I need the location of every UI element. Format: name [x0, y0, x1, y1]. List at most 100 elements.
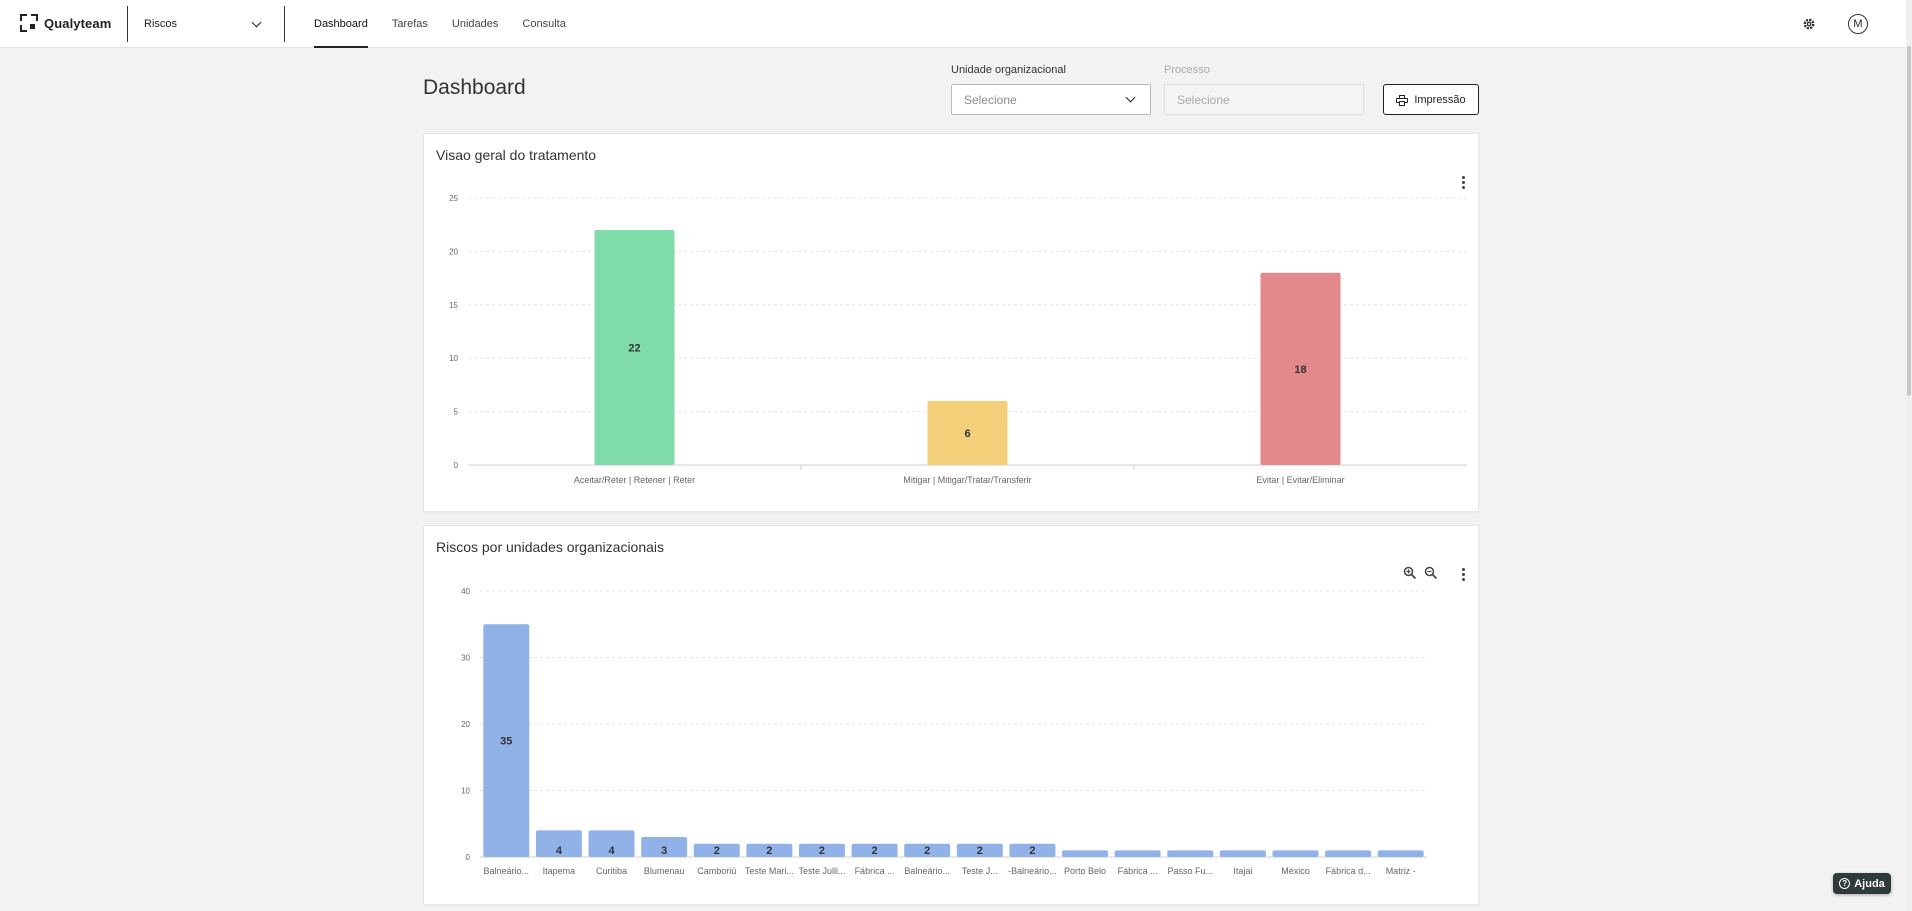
x-tick-label: Aceitar/Reter | Retener | Reter [574, 475, 695, 485]
help-label: Ajuda [1854, 877, 1885, 890]
zoom-in-icon[interactable] [1403, 566, 1417, 580]
bar-value-label: 3 [661, 845, 667, 857]
y-tick-label: 20 [461, 720, 470, 729]
x-tick-label: Itajai [1233, 866, 1252, 876]
bar [927, 400, 1008, 465]
print-button[interactable]: Impressão [1383, 84, 1479, 115]
brand-logo[interactable]: Qualyteam [20, 14, 111, 32]
x-tick-label: Fábrica ... [855, 866, 895, 876]
process-select-placeholder: Selecione [1177, 92, 1230, 107]
qualyteam-logo-icon [20, 14, 38, 32]
y-tick-label: 0 [454, 461, 459, 470]
y-tick-label: 15 [449, 301, 458, 310]
bar [956, 843, 1003, 857]
x-tick-label: Teste J... [962, 866, 998, 876]
x-tick-label: Evitar | Evitar/Eliminar [1256, 475, 1344, 485]
x-tick-label: Curitiba [596, 866, 627, 876]
x-tick-label: Mitigar | Mitigar/Tratar/Transferir [903, 475, 1031, 485]
chart-menu-icon[interactable] [1457, 174, 1469, 190]
bar [746, 843, 793, 857]
question-icon: ? [1839, 878, 1851, 889]
gear-icon[interactable] [1800, 15, 1818, 33]
y-tick-label: 0 [466, 853, 471, 862]
bar [798, 843, 845, 857]
bar-value-label: 2 [872, 845, 878, 857]
zoom-out-icon[interactable] [1424, 566, 1438, 580]
y-tick-label: 30 [461, 654, 470, 663]
y-tick-label: 10 [449, 354, 458, 363]
unit-select-placeholder: Selecione [964, 92, 1017, 107]
treatment-overview-card: Visao geral do tratamento 0 5 10 15 20 25 22 Ac… [423, 133, 1479, 512]
tab-tarefas[interactable]: Tarefas [391, 18, 428, 30]
x-tick-label: Fábrica ... [1118, 866, 1158, 876]
unit-select[interactable]: Selecione [951, 84, 1151, 115]
bar [1167, 850, 1214, 857]
tab-dashboard[interactable]: Dashboard [314, 0, 368, 48]
page-title: Dashboard [423, 76, 526, 99]
bar [1272, 850, 1319, 857]
bar [1377, 850, 1424, 857]
chevron-down-icon [251, 17, 262, 27]
bar [1009, 843, 1056, 857]
bar [535, 830, 582, 857]
process-field-label: Processo [1164, 64, 1210, 76]
bar [594, 230, 675, 465]
bar [1219, 850, 1266, 857]
risks-by-unit-chart: 0 10 20 30 40 35 Balneário... 4 Itapema 4 Curitiba… [461, 587, 1427, 876]
tab-consulta[interactable]: Consulta [522, 18, 566, 30]
x-tick-label: -Balneário... [1008, 866, 1057, 876]
bar [851, 843, 898, 857]
divider [127, 6, 128, 42]
bar-value-label: 4 [556, 845, 563, 857]
chart-title: Riscos por unidades organizacionais [436, 539, 665, 555]
y-tick-label: 10 [461, 787, 470, 796]
scrollbar-track[interactable] [1906, 0, 1912, 911]
x-tick-label: Balneário... [904, 866, 950, 876]
module-selector[interactable]: Riscos [144, 14, 264, 34]
x-tick-label: Porto Belo [1064, 866, 1106, 876]
bar-value-label: 6 [964, 428, 970, 440]
bar-value-label: 2 [1029, 845, 1035, 857]
x-tick-label: Blumenau [644, 866, 685, 876]
bar-value-label: 35 [500, 736, 512, 748]
y-tick-label: 40 [461, 587, 470, 596]
y-tick-label: 20 [449, 247, 458, 256]
scrollbar-thumb[interactable] [1907, 46, 1911, 396]
treatment-overview-chart: 0 5 10 15 20 25 22 Aceitar/Reter | Retener | Re… [449, 194, 1467, 485]
x-tick-label: Teste Mari... [745, 866, 794, 876]
bar [1062, 850, 1109, 857]
y-tick-label: 5 [454, 408, 459, 417]
print-button-label: Impressão [1414, 93, 1466, 106]
bar [1260, 272, 1341, 465]
x-tick-label: Matriz - [1386, 866, 1416, 876]
x-tick-label: Teste Julli... [798, 866, 845, 876]
bar-value-label: 2 [819, 845, 825, 857]
divider [284, 6, 285, 42]
bar-value-label: 2 [766, 845, 772, 857]
avatar[interactable]: M [1848, 14, 1868, 34]
bar-value-label: 22 [628, 343, 640, 355]
bar [483, 624, 530, 857]
brand-name: Qualyteam [44, 15, 112, 31]
x-tick-label: México [1281, 866, 1310, 876]
bar [588, 830, 635, 857]
bar [641, 837, 688, 857]
bar [1114, 850, 1161, 857]
main-nav: Dashboard Tarefas Unidades Consulta [314, 0, 566, 48]
help-button[interactable]: ? Ajuda [1833, 873, 1891, 894]
process-select[interactable]: Selecione [1164, 84, 1364, 115]
x-tick-label: Itapema [543, 866, 576, 876]
risks-by-unit-card: Riscos por unidades organizacionais 0 10 2… [423, 525, 1479, 905]
chart-menu-icon[interactable] [1457, 566, 1469, 582]
bar-value-label: 18 [1294, 364, 1306, 376]
bar [693, 843, 740, 857]
y-tick-label: 25 [449, 194, 458, 203]
chevron-down-icon [1125, 92, 1136, 103]
bar-value-label: 2 [924, 845, 930, 857]
bar-value-label: 2 [714, 845, 720, 857]
x-tick-label: Camboriú [697, 866, 736, 876]
module-label: Riscos [144, 18, 178, 30]
bar-value-label: 2 [977, 845, 983, 857]
printer-icon [1396, 94, 1409, 106]
tab-unidades[interactable]: Unidades [451, 18, 499, 30]
